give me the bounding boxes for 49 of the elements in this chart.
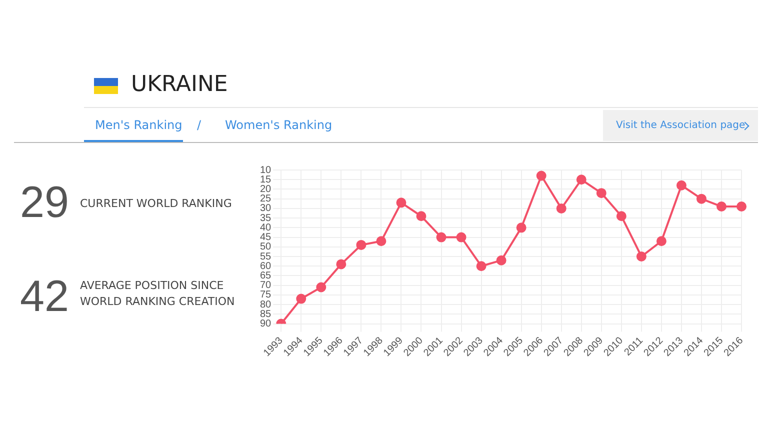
text: CURRENT WORLD RANKING (80, 196, 233, 212)
text: Visit the Association page (616, 120, 746, 131)
y-tick-label: 25 (260, 194, 272, 205)
point (716, 202, 726, 212)
point (676, 180, 686, 190)
y-tick-label: 65 (260, 270, 272, 282)
y-tick-label: 85 (260, 308, 272, 320)
y-tick-label: 80 (260, 299, 272, 310)
y-tick-label: 60 (260, 260, 272, 272)
y-tick-label: 45 (260, 232, 272, 244)
y-tick-label: 55 (260, 251, 272, 262)
point (616, 211, 626, 222)
y-tick-label: 90 (260, 318, 272, 330)
point (436, 232, 446, 242)
point (476, 261, 486, 272)
text: Women's Ranking (225, 118, 332, 132)
point (456, 232, 466, 242)
y-tick-label: 70 (260, 280, 272, 292)
point (636, 252, 646, 262)
chart-title: UKRAINE (131, 72, 228, 97)
text: / (197, 118, 202, 132)
text: AVERAGE POSITION SINCE WORLD RANKING CREATION (80, 278, 236, 310)
y-tick-label: 50 (260, 242, 272, 253)
point (696, 194, 706, 204)
point (376, 236, 386, 246)
text: 42 (20, 272, 69, 322)
point (496, 255, 506, 266)
point (416, 211, 426, 222)
y-tick-label: 75 (260, 290, 272, 301)
point (336, 259, 346, 270)
y-tick-label: 15 (260, 174, 272, 186)
y-tick-label: 10 (260, 164, 272, 176)
point (356, 240, 366, 250)
y-tick-label: 40 (260, 222, 272, 234)
point (536, 170, 546, 181)
point (596, 188, 606, 198)
y-tick-label: 35 (260, 212, 272, 224)
point (396, 198, 406, 208)
point (556, 203, 566, 214)
point (316, 282, 326, 292)
point (576, 174, 586, 185)
y-tick-label: 20 (260, 184, 272, 195)
y-tick-label: 30 (260, 203, 272, 214)
point (736, 202, 747, 212)
text: 29 (20, 178, 69, 228)
point (516, 222, 526, 233)
point (296, 294, 306, 304)
text: Men's Ranking (95, 118, 182, 132)
point (656, 236, 666, 246)
